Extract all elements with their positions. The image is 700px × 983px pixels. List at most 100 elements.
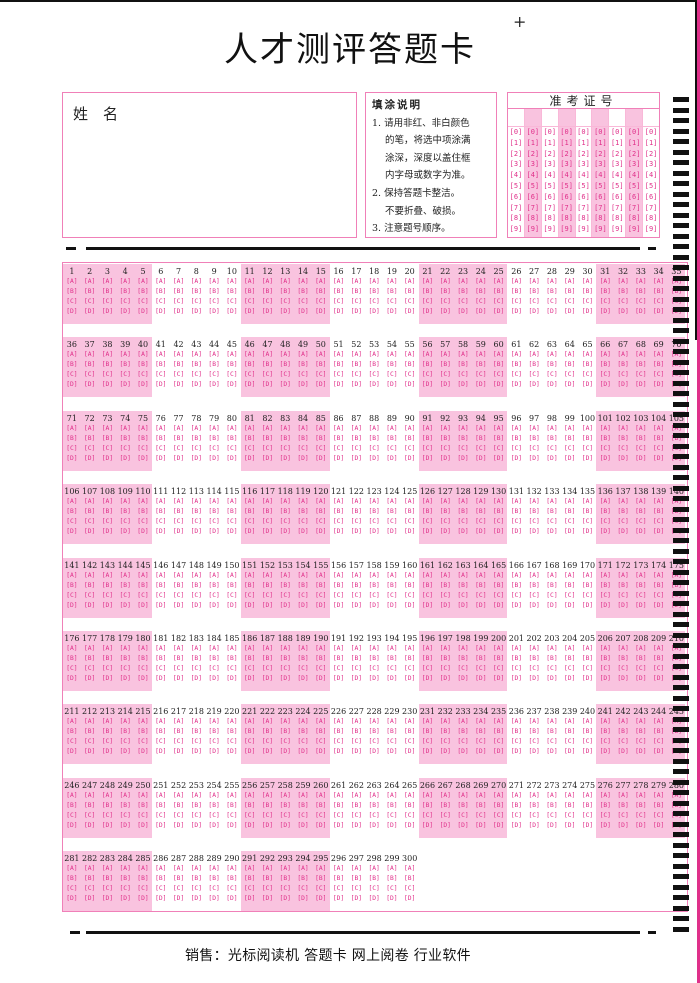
option-bubble-a[interactable]: [A] bbox=[670, 718, 683, 726]
option-bubble-c[interactable]: [C] bbox=[155, 298, 167, 305]
option-bubble-b[interactable]: [B] bbox=[457, 288, 469, 295]
option-bubble-a[interactable]: [A] bbox=[564, 791, 576, 799]
option-bubble-d[interactable]: [D] bbox=[652, 528, 665, 536]
option-bubble-c[interactable]: [C] bbox=[137, 811, 149, 819]
option-bubble-a[interactable]: [A] bbox=[652, 351, 665, 359]
option-bubble-c[interactable]: [C] bbox=[208, 518, 220, 526]
option-bubble-b[interactable]: [B] bbox=[635, 728, 647, 736]
option-bubble-b[interactable]: [B] bbox=[350, 288, 363, 295]
option-bubble-d[interactable]: [D] bbox=[528, 821, 540, 829]
option-bubble-a[interactable]: [A] bbox=[546, 498, 558, 506]
option-bubble-c[interactable]: [C] bbox=[350, 665, 363, 672]
option-bubble-d[interactable]: [D] bbox=[546, 601, 558, 609]
option-bubble-c[interactable]: [C] bbox=[564, 665, 576, 672]
option-bubble-d[interactable]: [D] bbox=[83, 675, 96, 682]
digit-bubble[interactable]: [2] bbox=[577, 149, 590, 158]
option-bubble-b[interactable]: [B] bbox=[279, 655, 291, 662]
option-bubble-b[interactable]: [B] bbox=[243, 728, 256, 736]
option-bubble-d[interactable]: [D] bbox=[243, 748, 256, 756]
option-bubble-d[interactable]: [D] bbox=[421, 601, 434, 609]
option-bubble-c[interactable]: [C] bbox=[315, 665, 327, 672]
option-bubble-a[interactable]: [A] bbox=[581, 645, 594, 652]
option-bubble-a[interactable]: [A] bbox=[101, 351, 114, 359]
digit-bubble[interactable]: [7] bbox=[594, 203, 607, 212]
option-bubble-a[interactable]: [A] bbox=[368, 571, 380, 579]
option-bubble-c[interactable]: [C] bbox=[119, 371, 131, 379]
option-bubble-d[interactable]: [D] bbox=[617, 308, 629, 315]
option-bubble-a[interactable]: [A] bbox=[546, 791, 558, 799]
option-bubble-b[interactable]: [B] bbox=[581, 288, 594, 295]
option-bubble-c[interactable]: [C] bbox=[439, 518, 451, 526]
option-bubble-a[interactable]: [A] bbox=[83, 278, 96, 285]
option-bubble-d[interactable]: [D] bbox=[208, 601, 220, 609]
option-bubble-a[interactable]: [A] bbox=[564, 645, 576, 652]
option-bubble-b[interactable]: [B] bbox=[599, 288, 611, 295]
option-bubble-b[interactable]: [B] bbox=[386, 581, 398, 589]
option-bubble-b[interactable]: [B] bbox=[137, 581, 149, 589]
option-bubble-d[interactable]: [D] bbox=[510, 748, 523, 756]
option-bubble-a[interactable]: [A] bbox=[119, 351, 131, 359]
option-bubble-c[interactable]: [C] bbox=[350, 518, 363, 526]
digit-bubble[interactable]: [8] bbox=[543, 214, 557, 223]
option-bubble-d[interactable]: [D] bbox=[190, 675, 203, 682]
option-bubble-d[interactable]: [D] bbox=[208, 675, 220, 682]
option-bubble-b[interactable]: [B] bbox=[332, 801, 345, 809]
option-bubble-a[interactable]: [A] bbox=[386, 865, 398, 873]
exam-number-write-cell[interactable] bbox=[626, 109, 643, 127]
option-bubble-a[interactable]: [A] bbox=[564, 424, 576, 432]
option-bubble-c[interactable]: [C] bbox=[386, 298, 398, 305]
option-bubble-c[interactable]: [C] bbox=[350, 444, 363, 452]
digit-bubble[interactable]: [7] bbox=[577, 203, 590, 212]
option-bubble-c[interactable]: [C] bbox=[190, 591, 203, 599]
option-bubble-d[interactable]: [D] bbox=[226, 308, 238, 315]
option-bubble-a[interactable]: [A] bbox=[261, 351, 274, 359]
option-bubble-b[interactable]: [B] bbox=[581, 801, 594, 809]
option-bubble-c[interactable]: [C] bbox=[581, 298, 594, 305]
digit-bubble[interactable]: [3] bbox=[644, 160, 658, 169]
option-bubble-c[interactable]: [C] bbox=[315, 885, 327, 893]
option-bubble-d[interactable]: [D] bbox=[510, 381, 523, 389]
option-bubble-a[interactable]: [A] bbox=[243, 645, 256, 652]
option-bubble-a[interactable]: [A] bbox=[510, 278, 523, 285]
option-bubble-a[interactable]: [A] bbox=[297, 718, 309, 726]
option-bubble-b[interactable]: [B] bbox=[635, 434, 647, 442]
option-bubble-b[interactable]: [B] bbox=[315, 875, 327, 883]
option-bubble-a[interactable]: [A] bbox=[101, 571, 114, 579]
option-bubble-b[interactable]: [B] bbox=[404, 801, 416, 809]
option-bubble-d[interactable]: [D] bbox=[635, 675, 647, 682]
option-bubble-c[interactable]: [C] bbox=[564, 298, 576, 305]
option-bubble-a[interactable]: [A] bbox=[315, 351, 327, 359]
digit-bubble[interactable]: [6] bbox=[644, 192, 658, 201]
option-bubble-a[interactable]: [A] bbox=[652, 645, 665, 652]
option-bubble-a[interactable]: [A] bbox=[581, 718, 594, 726]
option-bubble-b[interactable]: [B] bbox=[350, 801, 363, 809]
option-bubble-b[interactable]: [B] bbox=[119, 581, 131, 589]
option-bubble-a[interactable]: [A] bbox=[670, 571, 683, 579]
option-bubble-b[interactable]: [B] bbox=[457, 434, 469, 442]
option-bubble-d[interactable]: [D] bbox=[279, 895, 291, 903]
option-bubble-d[interactable]: [D] bbox=[119, 601, 131, 609]
option-bubble-d[interactable]: [D] bbox=[297, 601, 309, 609]
option-bubble-a[interactable]: [A] bbox=[119, 424, 131, 432]
option-bubble-a[interactable]: [A] bbox=[297, 278, 309, 285]
option-bubble-c[interactable]: [C] bbox=[172, 371, 185, 379]
option-bubble-b[interactable]: [B] bbox=[617, 801, 629, 809]
option-bubble-a[interactable]: [A] bbox=[261, 498, 274, 506]
option-bubble-d[interactable]: [D] bbox=[404, 675, 416, 682]
option-bubble-c[interactable]: [C] bbox=[368, 885, 380, 893]
option-bubble-a[interactable]: [A] bbox=[155, 571, 167, 579]
option-bubble-b[interactable]: [B] bbox=[617, 728, 629, 736]
option-bubble-b[interactable]: [B] bbox=[119, 655, 131, 662]
option-bubble-a[interactable]: [A] bbox=[350, 865, 363, 873]
option-bubble-d[interactable]: [D] bbox=[332, 528, 345, 536]
option-bubble-c[interactable]: [C] bbox=[137, 298, 149, 305]
option-bubble-b[interactable]: [B] bbox=[332, 508, 345, 516]
option-bubble-c[interactable]: [C] bbox=[155, 738, 167, 746]
digit-bubble[interactable]: [5] bbox=[543, 181, 557, 190]
option-bubble-d[interactable]: [D] bbox=[635, 528, 647, 536]
digit-bubble[interactable]: [1] bbox=[594, 138, 607, 147]
option-bubble-b[interactable]: [B] bbox=[670, 288, 683, 295]
option-bubble-c[interactable]: [C] bbox=[83, 738, 96, 746]
option-bubble-d[interactable]: [D] bbox=[439, 454, 451, 462]
option-bubble-c[interactable]: [C] bbox=[190, 518, 203, 526]
